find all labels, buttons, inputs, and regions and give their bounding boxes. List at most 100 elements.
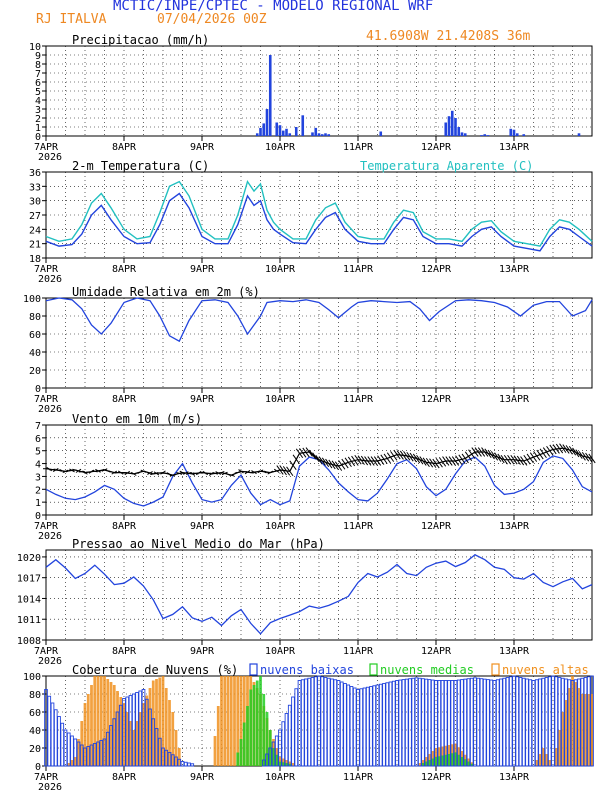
low-cloud-bar xyxy=(580,677,585,767)
low-cloud-bar xyxy=(473,677,477,767)
mid-cloud-bar xyxy=(434,757,438,766)
precip-bar xyxy=(457,127,461,136)
low-cloud-bar xyxy=(271,741,276,767)
low-cloud-bar xyxy=(567,679,572,767)
y-tick-label: 0 xyxy=(35,511,41,522)
x-tick-label: 10APR xyxy=(265,772,296,783)
high-cloud-bar xyxy=(96,676,100,766)
mid-cloud-bar xyxy=(239,739,243,766)
low-cloud-bar xyxy=(541,677,546,767)
precip-bar xyxy=(320,134,324,136)
y-tick-label: 100 xyxy=(23,294,41,305)
high-cloud-bar xyxy=(558,730,561,766)
x-tick-label: 11APR xyxy=(343,646,374,657)
title-anchor xyxy=(70,286,71,287)
low-cloud-bar xyxy=(300,679,305,767)
low-cloud-bar xyxy=(190,763,195,767)
high-cloud-bar xyxy=(220,676,223,766)
low-cloud-bar xyxy=(434,680,438,767)
low-cloud-bar xyxy=(154,728,159,767)
low-cloud-bar xyxy=(460,679,464,767)
low-cloud-bar xyxy=(333,679,338,767)
x-year-label: 2026 xyxy=(38,274,62,285)
legend-low-clouds-swatch xyxy=(249,663,258,676)
low-cloud-bar xyxy=(135,692,139,767)
legend-high-clouds-swatch xyxy=(491,663,500,676)
low-cloud-bar xyxy=(502,677,507,767)
low-cloud-bar xyxy=(284,713,289,767)
y-tick-label: 2 xyxy=(35,485,41,496)
title-anchor xyxy=(70,413,71,414)
mid-cloud-bar xyxy=(281,762,285,766)
high-cloud-bar xyxy=(587,694,591,766)
precip-bar xyxy=(288,133,292,136)
y-tick-label: 4 xyxy=(35,460,41,471)
chart-title: MCTIC/INPE/CPTEC - MODELO REGIONAL WRF xyxy=(113,0,434,14)
low-cloud-bar xyxy=(560,677,565,767)
title-anchor xyxy=(70,34,71,35)
y-tick-label: 7 xyxy=(35,421,41,432)
low-cloud-bar xyxy=(336,680,341,767)
low-cloud-bar xyxy=(47,695,52,767)
low-cloud-bar xyxy=(261,759,266,767)
precip-bar xyxy=(301,115,305,136)
panel-title: Vento em 10m (m/s) xyxy=(72,412,202,426)
low-cloud-bar xyxy=(557,677,562,767)
low-cloud-bar xyxy=(180,761,185,767)
high-cloud-bar xyxy=(168,700,171,766)
precip-bar xyxy=(259,127,262,136)
y-tick-label: 3 xyxy=(35,105,41,116)
low-cloud-bar xyxy=(167,752,172,767)
low-cloud-bar xyxy=(118,704,123,767)
high-cloud-bar xyxy=(574,682,578,766)
mid-cloud-bar xyxy=(275,754,279,766)
low-cloud-bar xyxy=(326,677,331,767)
x-tick-label: 7APR xyxy=(34,521,59,532)
low-cloud-bar xyxy=(278,729,282,767)
high-cloud-bar xyxy=(561,712,565,766)
y-tick-label: 30 xyxy=(29,197,41,208)
low-cloud-bar xyxy=(105,731,110,767)
low-cloud-bar xyxy=(86,746,91,767)
high-cloud-bar xyxy=(122,703,126,766)
mid-cloud-bar xyxy=(259,676,262,766)
high-cloud-bar xyxy=(242,676,246,766)
x-tick-label: 10APR xyxy=(265,646,296,657)
high-cloud-bar xyxy=(554,748,558,766)
low-cloud-bar xyxy=(414,677,419,767)
low-cloud-bar xyxy=(83,747,87,767)
low-cloud-bar xyxy=(57,716,61,767)
low-cloud-bar xyxy=(508,676,513,767)
x-tick-label: 13APR xyxy=(499,772,530,783)
legend-mid-clouds-swatch xyxy=(369,663,378,676)
low-cloud-bar xyxy=(109,725,113,767)
low-cloud-bar xyxy=(430,679,435,767)
high-cloud-bar xyxy=(158,677,162,766)
low-cloud-bar xyxy=(476,677,481,767)
low-cloud-bar xyxy=(330,678,334,767)
legend-high-clouds: nuvens altas xyxy=(502,663,589,677)
high-cloud-bar xyxy=(83,703,87,766)
high-cloud-bar xyxy=(86,694,90,766)
station-coordinates: 41.6908W 21.4208S 36m xyxy=(366,29,531,44)
title-anchor xyxy=(70,664,71,665)
low-cloud-bar xyxy=(174,756,178,767)
low-cloud-bar xyxy=(265,753,269,767)
low-cloud-bar xyxy=(281,721,286,767)
y-tick-label: 10 xyxy=(29,42,41,53)
y-tick-label: 3 xyxy=(35,472,41,483)
low-cloud-bar xyxy=(417,677,422,767)
low-cloud-bar xyxy=(53,709,58,767)
x-tick-label: 12APR xyxy=(421,394,452,405)
panel-title: 2-m Temperatura (C) xyxy=(72,159,209,173)
low-cloud-bar xyxy=(102,738,107,767)
high-cloud-bar xyxy=(571,676,574,766)
x-tick-label: 13APR xyxy=(499,521,530,532)
mid-cloud-bar xyxy=(424,761,428,766)
low-cloud-bar xyxy=(291,696,295,767)
wind-direction-trace xyxy=(45,447,593,476)
precip-bar xyxy=(262,123,266,136)
x-tick-label: 11APR xyxy=(343,521,374,532)
precip-bar xyxy=(311,132,314,136)
x-year-label: 2026 xyxy=(38,782,62,792)
